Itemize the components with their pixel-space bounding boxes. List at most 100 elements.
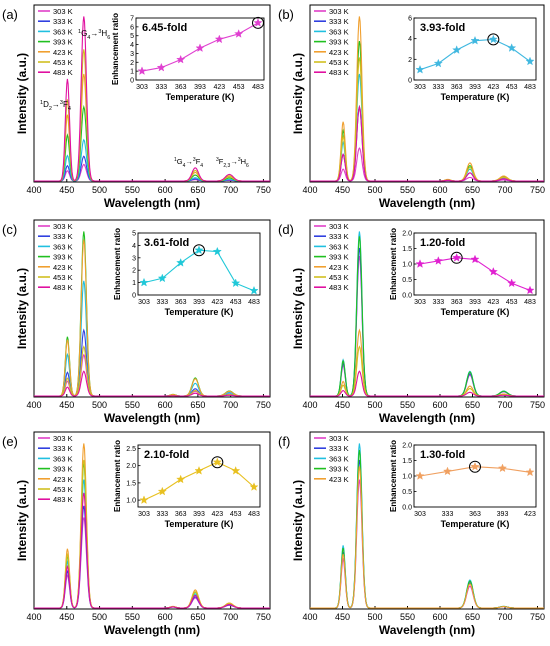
x-axis-label: Wavelength (nm) (104, 623, 200, 637)
x-tick-label: 700 (223, 185, 238, 195)
legend-label: 393 K (329, 38, 349, 47)
spectrum-line-423k (310, 328, 544, 397)
spectrum-line-423k (310, 466, 544, 609)
inset-frame (137, 444, 261, 508)
inset-point (194, 245, 204, 255)
inset-x-tick-label: 393 (194, 84, 206, 91)
inset-x-tick-label: 303 (136, 84, 148, 91)
x-tick-label: 500 (92, 612, 107, 622)
legend-label: 423 K (329, 263, 349, 272)
x-tick-label: 750 (530, 612, 545, 622)
inset-point (234, 29, 244, 38)
inset-point (497, 463, 508, 473)
fold-label: 6.45-fold (142, 22, 187, 34)
x-tick-label: 550 (125, 612, 140, 622)
inset-y-tick-label: 6 (130, 24, 134, 31)
x-tick-label: 750 (256, 400, 271, 410)
fold-label: 2.10-fold (144, 449, 189, 461)
panel-letter: (d) (278, 222, 294, 237)
x-tick-label: 500 (92, 400, 107, 410)
x-tick-label: 500 (367, 185, 382, 195)
x-tick-label: 750 (530, 400, 545, 410)
legend-label: 453 K (53, 485, 73, 494)
inset-point (249, 285, 259, 295)
inset-x-tick-label: 483 (524, 299, 536, 306)
x-tick-label: 700 (223, 400, 238, 410)
inset-x-axis-label: Temperature (K) (441, 519, 510, 529)
legend-label: 423 K (53, 48, 73, 57)
inset-x-tick-label: 483 (248, 511, 260, 518)
inset-y-tick-label: 2.5 (126, 446, 136, 453)
x-tick-label: 500 (92, 185, 107, 195)
inset-point (470, 35, 480, 45)
inset-x-tick-label: 393 (193, 511, 205, 518)
x-tick-label: 700 (223, 612, 238, 622)
fold-label: 1.30-fold (420, 449, 465, 461)
inset-y-tick-label: 4 (130, 42, 134, 49)
inset-x-tick-label: 303 (138, 511, 150, 518)
fold-label: 3.61-fold (144, 237, 189, 249)
inset-x-tick-label: 453 (233, 84, 245, 91)
inset-y-tick-label: 0.5 (402, 277, 412, 284)
inset-frame (413, 444, 537, 508)
inset-highlight-circle (211, 456, 224, 469)
legend-label: 423 K (329, 475, 349, 484)
legend-label: 333 K (53, 444, 73, 453)
inset-point (253, 18, 263, 27)
inset-y-tick-label: 1.0 (402, 262, 412, 269)
inset-x-tick-label: 303 (414, 84, 426, 91)
inset-point (176, 54, 186, 64)
inset-point (452, 253, 462, 262)
inset-x-tick-label: 423 (211, 299, 223, 306)
panel-e: 400 450 500 550 600 650 700 750 Wavelength (nm) I… (2, 431, 271, 637)
inset-point (433, 58, 443, 68)
inset-x-tick-label: 333 (442, 511, 454, 518)
inset-point (452, 45, 462, 54)
inset-x-tick-label: 333 (155, 84, 167, 91)
inset-x-tick-label: 363 (451, 84, 463, 91)
inset-y-tick-label: 1 (130, 69, 134, 76)
plot-frame (309, 4, 545, 183)
y-axis-label: Intensity (a.u.) (291, 53, 305, 134)
legend-label: 363 K (53, 27, 73, 36)
x-tick-label: 600 (432, 612, 447, 622)
x-axis-label: Wavelength (nm) (379, 196, 475, 210)
inset-y-axis-label: Enhancement ratio (113, 228, 122, 300)
x-tick-label: 500 (367, 612, 382, 622)
fold-label: 1.20-fold (420, 237, 465, 249)
legend-label: 483 K (329, 68, 349, 77)
x-tick-label: 550 (125, 400, 140, 410)
legend-label: 483 K (53, 68, 73, 77)
inset-point (157, 486, 167, 496)
legend-label: 333 K (329, 17, 349, 26)
inset-point (470, 254, 480, 264)
inset-y-tick-label: 1.5 (126, 480, 136, 487)
panel-b: 400 450 500 550 600 650 700 750 Wavelength (nm) I… (278, 4, 545, 210)
x-tick-label: 600 (158, 612, 173, 622)
inset-x-tick-label: 393 (193, 299, 205, 306)
legend-label: 303 K (329, 7, 349, 16)
inset-x-tick-label: 393 (469, 84, 481, 91)
x-tick-label: 450 (59, 612, 74, 622)
inset-x-tick-label: 453 (506, 84, 518, 91)
x-tick-label: 600 (432, 185, 447, 195)
x-tick-label: 700 (497, 400, 512, 410)
inset-point (488, 267, 498, 276)
inset-point (525, 467, 535, 477)
legend-label: 453 K (53, 273, 73, 282)
x-tick-label: 400 (26, 400, 41, 410)
plot-frame (309, 219, 545, 398)
inset-y-tick-label: 0.5 (402, 489, 412, 496)
x-tick-label: 750 (256, 612, 271, 622)
plot-frame (33, 4, 271, 183)
inset-y-tick-label: 0 (408, 78, 412, 85)
legend-label: 483 K (53, 495, 73, 504)
inset-x-tick-label: 363 (175, 84, 187, 91)
legend-label: 333 K (53, 232, 73, 241)
inset-highlight-circle (193, 244, 205, 257)
x-tick-label: 450 (59, 400, 74, 410)
x-tick-label: 450 (335, 612, 350, 622)
legend-label: 363 K (329, 27, 349, 36)
inset-x-tick-label: 363 (451, 299, 463, 306)
